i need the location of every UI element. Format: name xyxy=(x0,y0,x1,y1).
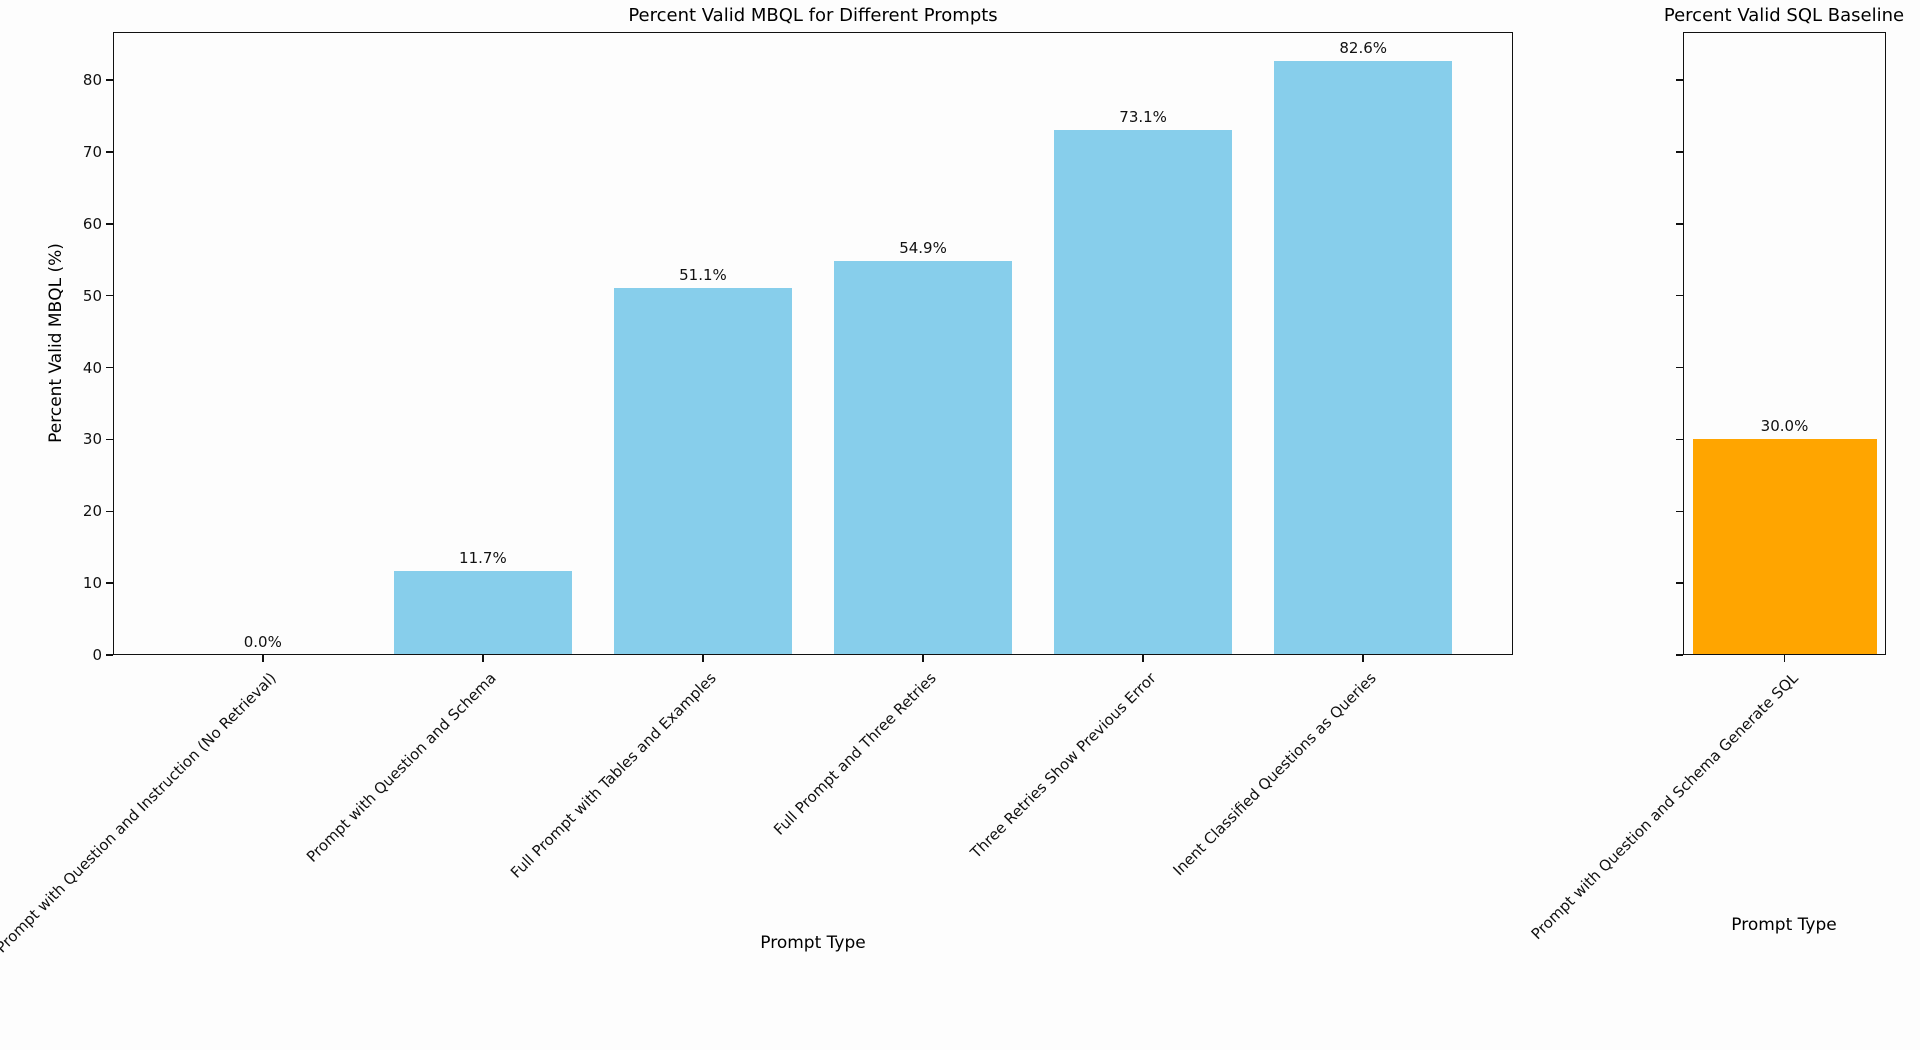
left-x-axis-label: Prompt Type xyxy=(760,933,866,953)
y-tick xyxy=(1676,223,1683,225)
y-tick xyxy=(1676,294,1683,297)
y-tick-label: 0 xyxy=(92,646,102,664)
y-tick xyxy=(106,510,113,513)
bar-value-label: 0.0% xyxy=(243,633,282,651)
x-tick xyxy=(1142,655,1144,662)
y-tick xyxy=(1676,582,1683,584)
x-tick-label: Full Prompt with Tables and Examples xyxy=(506,669,720,882)
bar-value-label: 51.1% xyxy=(679,265,727,284)
bar xyxy=(613,287,792,655)
y-tick-label: 80 xyxy=(82,71,102,90)
y-tick-label: 20 xyxy=(82,502,102,521)
y-tick xyxy=(106,654,113,656)
y-tick xyxy=(1676,654,1683,656)
x-tick-label: Prompt with Question and Schema Generate… xyxy=(1527,669,1802,944)
y-tick xyxy=(1676,366,1683,369)
y-tick xyxy=(106,223,113,225)
x-tick-label: Inent Classified Questions as Queries xyxy=(1169,669,1380,880)
figure: 0 10 20 30 40 50 60 70 80 0.0% Prompt with Questio… xyxy=(0,5,1905,957)
bar-value-label: 11.7% xyxy=(459,548,507,567)
y-tick xyxy=(106,151,113,153)
left-chart-title: Percent Valid MBQL for Different Prompts xyxy=(628,5,998,26)
x-tick xyxy=(702,655,704,662)
y-tick xyxy=(1676,438,1683,441)
bar xyxy=(1274,61,1453,655)
y-tick xyxy=(1676,79,1683,81)
x-tick xyxy=(1362,655,1364,662)
bar-value-label: 30.0% xyxy=(1760,417,1809,436)
bar-value-label: 54.9% xyxy=(899,238,947,257)
y-tick-label: 70 xyxy=(82,143,102,161)
x-tick-label: Three Retries Show Previous Error xyxy=(967,669,1160,862)
x-tick xyxy=(1783,655,1786,662)
x-tick-label: Full Prompt and Three Retries xyxy=(770,669,940,839)
y-tick-label: 10 xyxy=(82,574,102,593)
right-x-axis-label: Prompt Type xyxy=(1731,915,1837,935)
y-tick xyxy=(106,366,113,369)
x-tick xyxy=(482,655,484,662)
bar xyxy=(834,260,1013,655)
bar-value-label: 73.1% xyxy=(1119,107,1167,126)
left-y-axis-label: Percent Valid MBQL (%) xyxy=(46,243,66,443)
y-tick xyxy=(106,438,113,441)
bar-value-label: 82.6% xyxy=(1339,39,1388,58)
y-tick xyxy=(106,294,113,297)
x-tick xyxy=(262,655,264,662)
y-tick xyxy=(106,79,113,81)
x-tick-label: Prompt with Question and Schema xyxy=(302,669,500,866)
y-tick-label: 50 xyxy=(82,286,102,305)
y-tick-label: 30 xyxy=(82,430,102,449)
y-tick-label: 40 xyxy=(82,358,102,377)
y-tick xyxy=(1676,151,1683,153)
y-tick xyxy=(1676,510,1683,513)
x-tick-label: Prompt with Question and Instruction (No… xyxy=(0,669,280,957)
y-tick-label: 60 xyxy=(82,214,102,233)
chart-dynamic-layer: 0 10 20 30 40 50 60 70 80 0.0% Prompt with Questio… xyxy=(0,39,1877,957)
bar xyxy=(393,570,572,655)
right-chart-title: Percent Valid SQL Baseline xyxy=(1663,5,1905,26)
y-tick xyxy=(106,582,113,584)
bar xyxy=(1692,439,1877,655)
bar xyxy=(1054,129,1233,655)
x-tick xyxy=(922,655,924,662)
